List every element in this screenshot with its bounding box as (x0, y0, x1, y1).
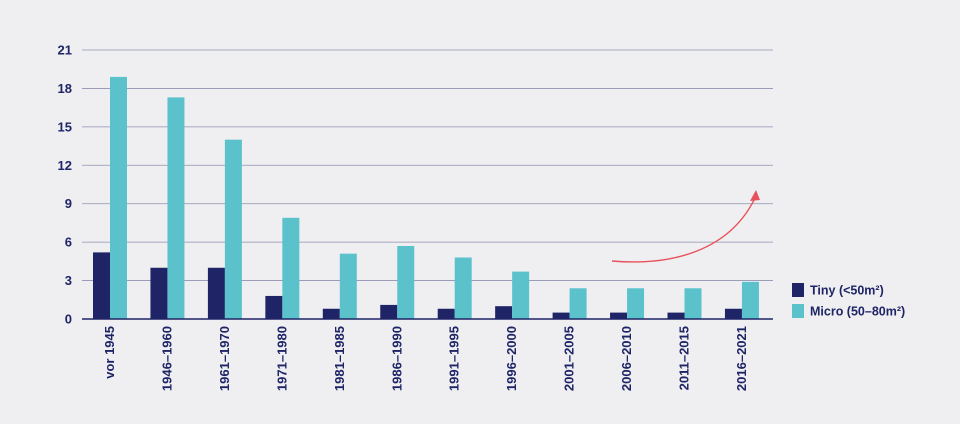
x-category-label: vor 1945 (102, 326, 117, 379)
bar-micro (684, 288, 702, 319)
bar-tiny (437, 308, 455, 319)
x-axis-category-labels: vor 1945 1946–1960 1961–1970 1971–1980 1981–… (102, 326, 749, 391)
bars (93, 76, 759, 320)
x-category-label: 1996–2000 (504, 326, 519, 391)
bar-tiny (495, 306, 513, 319)
bar-micro (167, 97, 185, 320)
bar-micro (110, 76, 127, 320)
x-category-label: 2001–2005 (562, 326, 577, 391)
bar-tiny (265, 295, 283, 319)
bar-tiny (667, 312, 685, 319)
x-category-label: 2016–2021 (734, 326, 749, 391)
bar-tiny (724, 308, 742, 319)
x-category-label: 2011–2015 (677, 326, 692, 390)
bar-micro (339, 253, 357, 319)
trend-arrow-icon (611, 195, 757, 263)
y-tick-label: 3 (65, 273, 72, 288)
legend-label: Micro (50–80m²) (810, 305, 905, 319)
y-tick-label: 0 (65, 312, 72, 327)
y-tick-label: 9 (65, 196, 72, 211)
x-category-label: 1991–1995 (447, 326, 462, 391)
x-category-label: 1946–1960 (159, 326, 174, 391)
x-category-label: 1971–1980 (274, 326, 289, 391)
x-category-label: 1986–1990 (389, 326, 404, 391)
bar-tiny (552, 312, 570, 319)
trend-arrow-head (750, 190, 760, 201)
y-tick-label: 6 (65, 235, 72, 250)
bar-micro (569, 288, 587, 319)
y-tick-label: 15 (58, 119, 72, 134)
legend-swatch (792, 304, 804, 318)
legend-swatch (792, 283, 804, 297)
y-tick-label: 21 (58, 43, 72, 58)
bar-tiny (380, 304, 398, 319)
y-tick-label: 18 (58, 81, 72, 96)
bar-micro (397, 245, 415, 319)
y-axis-tick-labels: 0 3 6 9 12 15 18 21 (58, 43, 72, 327)
bar-micro (627, 288, 645, 319)
legend-label: Tiny (<50m²) (810, 284, 884, 298)
bar-micro (741, 281, 759, 319)
bar-tiny (610, 312, 628, 319)
bar-tiny (207, 267, 225, 319)
bar-tiny (150, 267, 168, 319)
gridlines (82, 49, 773, 281)
bar-tiny (322, 308, 340, 319)
bar-micro (282, 217, 300, 319)
bar-micro (512, 271, 530, 319)
bar-micro (454, 257, 472, 319)
bar-tiny (93, 252, 110, 319)
bar-micro (224, 139, 242, 319)
legend: Tiny (<50m²) Micro (50–80m²) (792, 283, 905, 319)
x-category-label: 1961–1970 (217, 326, 232, 391)
y-tick-label: 12 (58, 158, 72, 173)
x-category-label: 1981–1985 (332, 326, 347, 391)
x-category-label: 2006–2010 (619, 326, 634, 391)
